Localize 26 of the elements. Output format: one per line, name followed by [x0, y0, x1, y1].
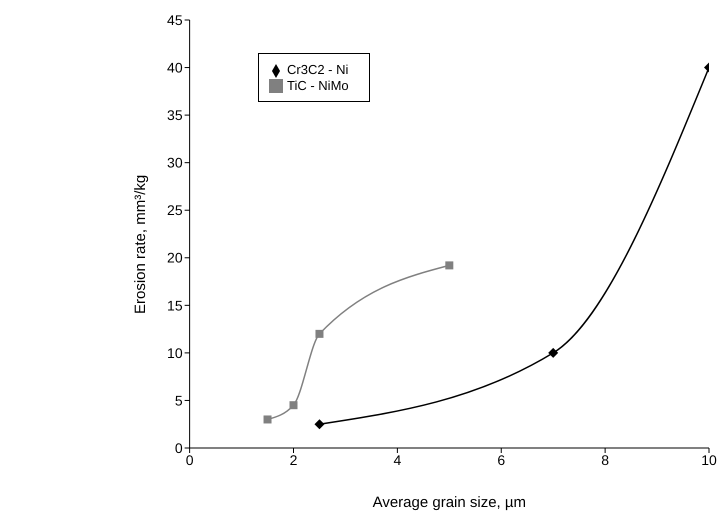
- x-tick-label: 0: [186, 452, 194, 468]
- y-tick-label: 35: [167, 107, 183, 124]
- y-tick-label: 0: [174, 440, 183, 456]
- x-tick-label: 8: [601, 452, 610, 468]
- y-tick-label: 40: [167, 60, 183, 76]
- x-tick-label: 2: [290, 452, 298, 468]
- y-tick-label: 5: [174, 392, 183, 408]
- point: [445, 261, 454, 270]
- y-tick-label: 25: [167, 202, 183, 218]
- point: [315, 330, 324, 338]
- y-tick-label: 30: [167, 154, 183, 171]
- y-axis-title: Erosion rate, mm³/kg: [132, 174, 149, 314]
- x-tick-label: 10: [701, 452, 717, 468]
- point: [548, 348, 558, 358]
- x-tick-label: 6: [497, 452, 506, 468]
- y-tick-label: 15: [167, 297, 183, 314]
- y-tick-label: 20: [167, 250, 183, 266]
- y-tick-label: 10: [167, 344, 183, 361]
- point: [314, 419, 324, 430]
- x-tick-label: 4: [393, 452, 402, 468]
- legend-label: Cr3C2 - Ni: [287, 62, 348, 77]
- point: [264, 415, 272, 424]
- x-axis-title: Average grain size, µm: [372, 494, 526, 511]
- point: [290, 401, 298, 410]
- legend-label: TiC - NiMo: [287, 78, 349, 93]
- y-tick-label: 45: [167, 12, 183, 28]
